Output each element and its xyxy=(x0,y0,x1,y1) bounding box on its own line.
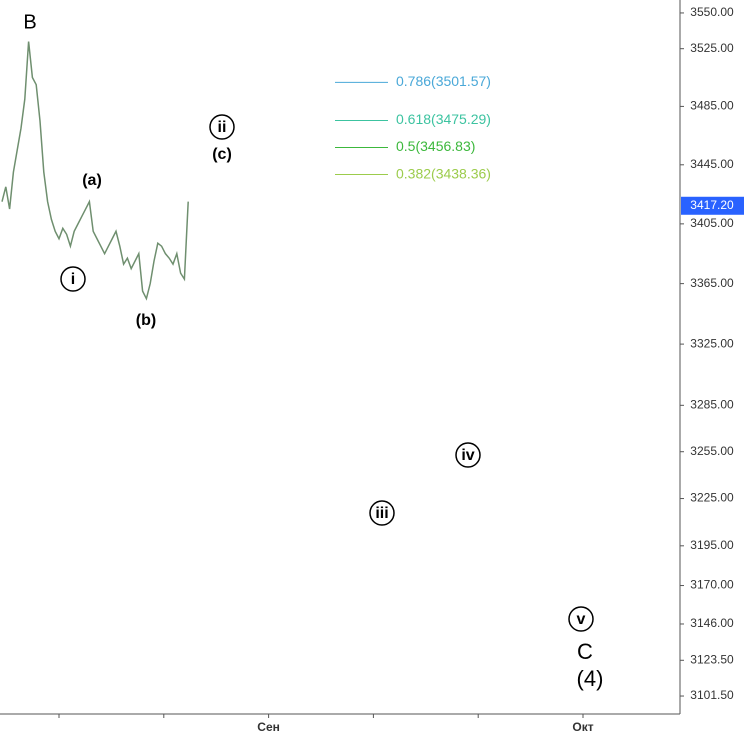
fib-label: 0.618(3475.29) xyxy=(396,111,491,127)
fib-label: 0.382(3438.36) xyxy=(396,165,491,181)
wave-label: (c) xyxy=(212,146,232,163)
wave-label: iv xyxy=(461,447,474,464)
y-tick-label: 3325.00 xyxy=(690,336,734,350)
y-tick-label: 3485.00 xyxy=(690,99,734,113)
y-tick-label: 3146.00 xyxy=(690,616,734,630)
wave-circle xyxy=(568,606,594,632)
y-tick-label: 3365.00 xyxy=(690,276,734,290)
y-tick-label: 3195.00 xyxy=(690,538,734,552)
wave-circle xyxy=(369,500,395,526)
wave-label: C xyxy=(577,639,593,664)
y-tick-label: 3170.00 xyxy=(690,578,734,592)
y-tick-label: 3525.00 xyxy=(690,41,734,55)
x-tick-label: Окт xyxy=(572,720,593,734)
wave-label: ii xyxy=(218,119,227,136)
y-tick-label: 3285.00 xyxy=(690,397,734,411)
wave-label: (4) xyxy=(577,666,604,691)
wave-circle xyxy=(209,114,235,140)
last-price-box xyxy=(681,196,744,215)
y-tick-label: 3101.50 xyxy=(690,688,734,702)
y-tick-label: 3550.00 xyxy=(690,5,734,19)
fib-label: 0.5(3456.83) xyxy=(396,138,475,154)
wave-label: (b) xyxy=(136,312,156,329)
wave-label: i xyxy=(71,271,75,288)
wave-label: (a) xyxy=(82,172,102,189)
wave-circle xyxy=(60,266,86,292)
y-tick-label: 3255.00 xyxy=(690,444,734,458)
last-price-label: 3417.20 xyxy=(690,198,734,212)
y-tick-label: 3225.00 xyxy=(690,491,734,505)
wave-label: iii xyxy=(375,505,388,522)
fib-label: 0.786(3501.57) xyxy=(396,73,491,89)
y-tick-label: 3123.50 xyxy=(690,652,734,666)
wave-label: v xyxy=(577,611,586,628)
wave-label: B xyxy=(23,11,36,33)
price-line xyxy=(1,41,189,301)
wave-circle xyxy=(455,442,481,468)
y-tick-label: 3445.00 xyxy=(690,157,734,171)
x-tick-label: Сен xyxy=(257,720,280,734)
y-tick-label: 3405.00 xyxy=(690,216,734,230)
